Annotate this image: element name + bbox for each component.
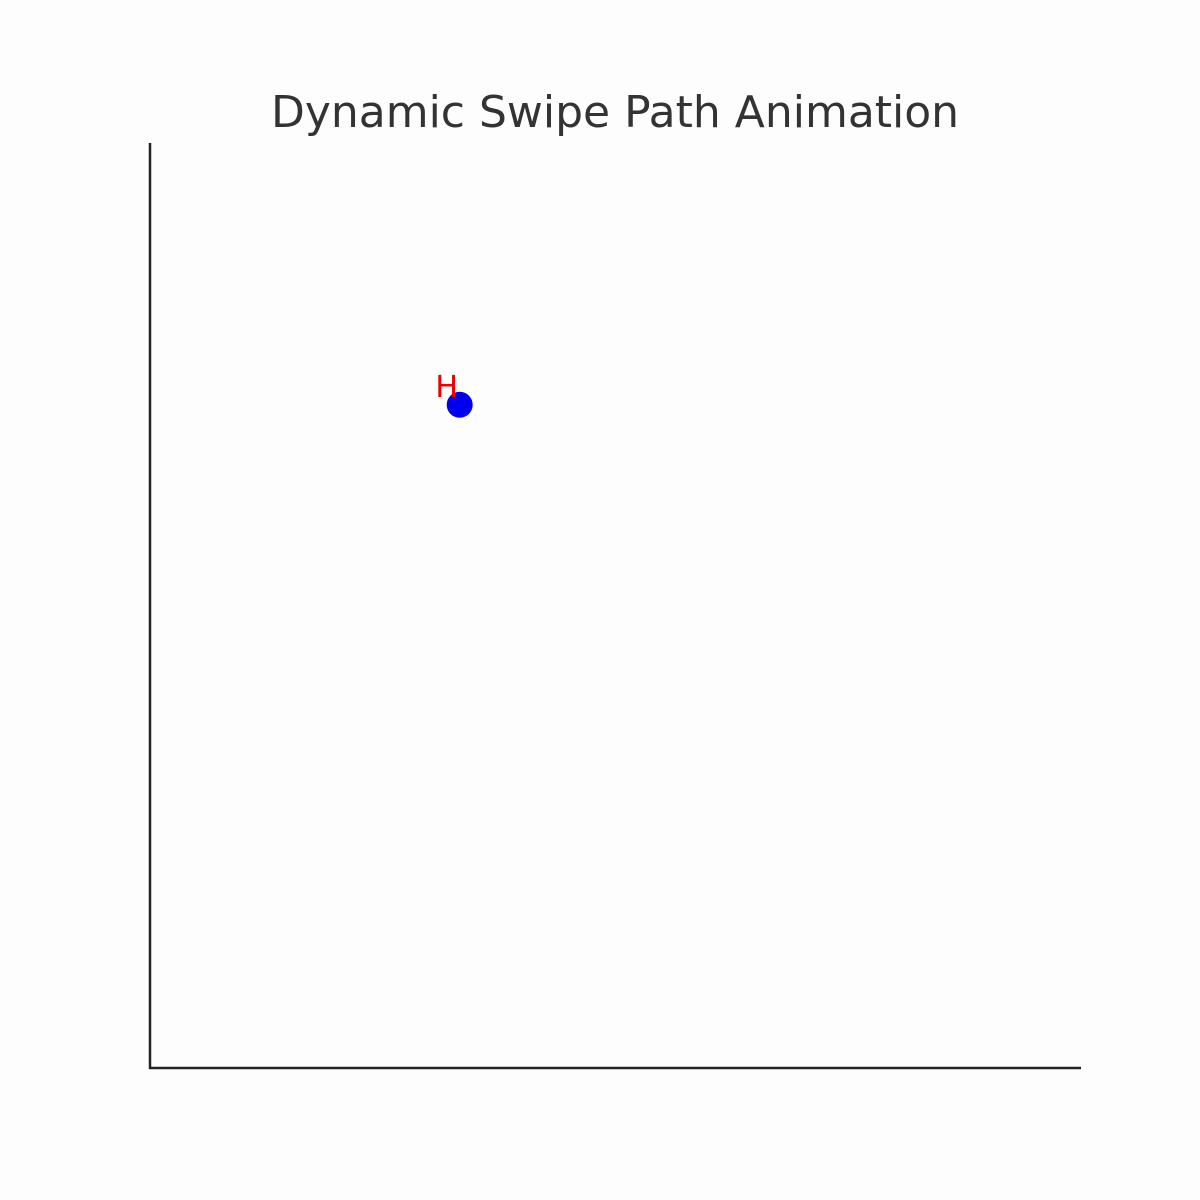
point-label: H [435, 370, 458, 405]
plot-marks: H [435, 370, 473, 418]
swipe-point [446, 391, 473, 418]
chart-title: Dynamic Swipe Path Animation [271, 87, 959, 138]
